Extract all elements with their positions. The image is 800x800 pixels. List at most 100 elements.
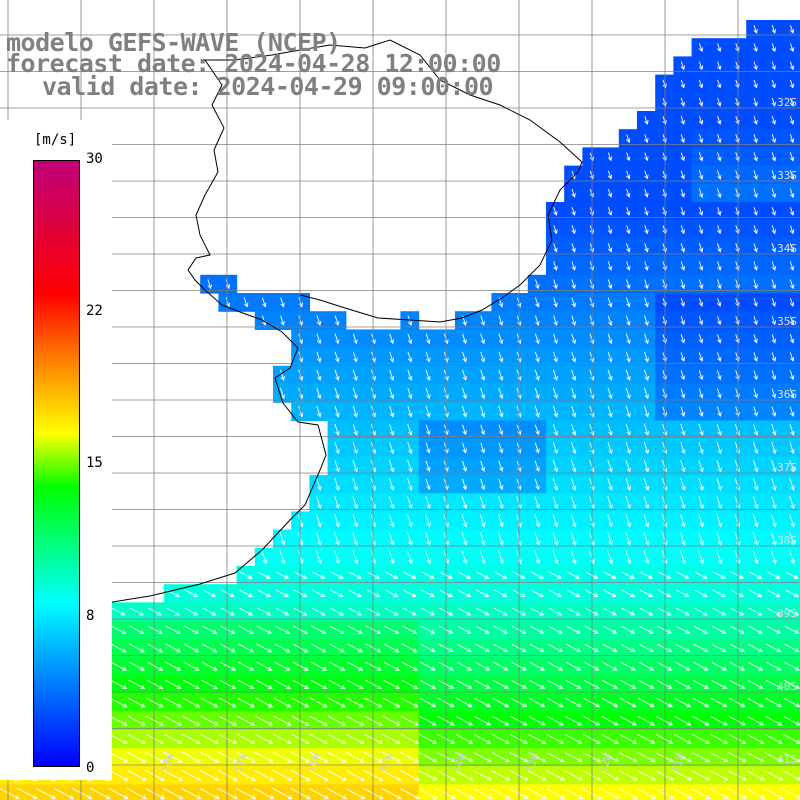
- wind-arrow: [771, 334, 777, 344]
- wind-arrow: [729, 679, 746, 689]
- wind-speed-cell: [782, 129, 800, 148]
- wind-arrow: [698, 423, 704, 436]
- wind-arrow: [255, 697, 274, 708]
- wind-arrow: [746, 752, 765, 763]
- wind-speed-cell: [782, 675, 800, 694]
- wind-arrow: [566, 571, 581, 579]
- wind-arrow: [381, 787, 402, 800]
- colorbar-tick-30: 30: [86, 151, 103, 167]
- wind-arrow: [680, 298, 685, 307]
- wind-arrow: [480, 405, 486, 418]
- wind-speed-cell: [782, 547, 800, 567]
- wind-arrow: [657, 625, 672, 634]
- wind-arrow: [638, 679, 655, 689]
- wind-arrow: [534, 351, 540, 363]
- wind-arrow: [603, 571, 617, 579]
- wind-arrow: [655, 716, 674, 726]
- wind-speed-cell: [782, 529, 800, 549]
- wind-arrow: [789, 25, 795, 34]
- wind-arrow: [129, 607, 144, 616]
- wind-arrow: [425, 351, 431, 363]
- wind-arrow: [254, 769, 275, 781]
- wind-arrow: [789, 43, 795, 53]
- wind-arrow: [643, 550, 650, 565]
- wind-arrow: [607, 405, 613, 418]
- wind-arrow: [753, 152, 758, 162]
- wind-arrow: [716, 298, 722, 307]
- wind-arrow: [418, 752, 438, 763]
- wind-arrow: [181, 787, 202, 800]
- wind-arrow: [255, 661, 273, 671]
- wind-arrow: [785, 589, 799, 598]
- wind-arrow: [698, 279, 704, 290]
- wind-arrow: [480, 387, 486, 400]
- wind-arrow: [534, 315, 540, 326]
- wind-arrow: [498, 514, 504, 528]
- wind-arrow: [782, 752, 800, 763]
- wind-arrow: [109, 715, 128, 726]
- wind-arrow: [565, 679, 582, 689]
- wind-arrow: [480, 315, 486, 326]
- wind-arrow: [753, 97, 758, 107]
- wind-arrow: [534, 514, 541, 528]
- wind-arrow: [316, 496, 322, 510]
- wind-arrow: [389, 405, 395, 418]
- wind-arrow: [789, 406, 795, 417]
- wind-arrow: [272, 787, 293, 800]
- wind-arrow: [789, 316, 795, 326]
- colorbar-tick-15: 15: [86, 455, 103, 471]
- wind-arrow: [418, 770, 438, 781]
- wind-arrow: [753, 116, 758, 125]
- wind-arrow: [352, 514, 359, 528]
- colorbar-panel: [m/s] 30 22 15 8 0: [0, 120, 112, 780]
- wind-arrow: [455, 752, 474, 763]
- wind-arrow: [753, 188, 758, 199]
- wind-arrow: [563, 788, 584, 799]
- wind-arrow: [680, 334, 686, 344]
- wind-arrow: [272, 751, 293, 763]
- wind-arrow: [753, 170, 758, 180]
- wind-arrow: [388, 532, 395, 546]
- wind-arrow: [238, 643, 254, 653]
- wind-arrow: [716, 550, 723, 565]
- wind-arrow: [492, 697, 510, 708]
- wind-arrow: [145, 733, 165, 745]
- wind-arrow: [771, 388, 777, 399]
- wind-arrow: [716, 460, 722, 473]
- wind-arrow: [734, 496, 741, 510]
- wind-arrow: [625, 550, 632, 565]
- wind-arrow: [352, 333, 358, 345]
- wind-arrow: [473, 716, 492, 726]
- wind-arrow: [256, 643, 273, 653]
- wind-arrow: [680, 134, 685, 144]
- wind-arrow: [771, 406, 777, 417]
- wind-arrow: [352, 532, 359, 546]
- wind-arrow: [498, 424, 504, 436]
- wind-arrow: [698, 460, 704, 473]
- wind-arrow: [239, 607, 253, 616]
- wind-arrow: [782, 770, 800, 781]
- wind-arrow: [0, 788, 20, 800]
- wind-arrow: [654, 788, 675, 799]
- wind-arrow: [382, 697, 401, 708]
- wind-arrow: [784, 661, 800, 671]
- wind-arrow: [400, 751, 420, 763]
- wind-arrow: [752, 460, 759, 473]
- wind-arrow: [552, 460, 559, 473]
- wind-speed-cell: [782, 438, 800, 458]
- wind-arrow: [330, 589, 344, 598]
- wind-arrow: [734, 550, 741, 565]
- wind-arrow: [752, 550, 759, 565]
- wind-arrow: [334, 369, 340, 381]
- wind-arrow: [680, 170, 685, 180]
- wind-arrow: [680, 441, 686, 455]
- wind-arrow: [698, 532, 704, 546]
- wind-arrow: [406, 550, 413, 565]
- wind-arrow: [730, 625, 745, 634]
- wind-arrow: [166, 607, 181, 616]
- wind-arrow: [764, 770, 784, 781]
- wind-arrow: [711, 661, 727, 671]
- wind-arrow: [771, 25, 776, 34]
- wind-arrow: [528, 734, 547, 744]
